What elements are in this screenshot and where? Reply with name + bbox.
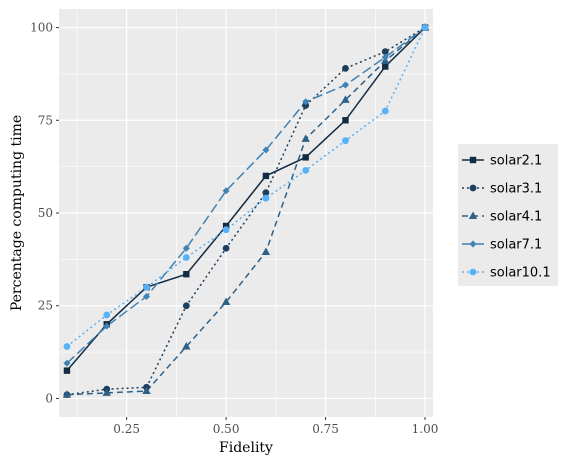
data-point-solar10-1 [143,283,150,291]
data-point-solar3-1 [182,302,190,310]
data-point-solar7-1 [222,187,230,195]
data-point-solar10-1 [63,343,71,350]
data-point-solar3-1 [262,189,270,197]
data-point-solar2-1 [63,367,71,374]
legend-key-marker [469,156,477,164]
series-line-solar10-1 [66,27,426,348]
data-point-solar10-1 [182,254,190,261]
series-line-solar7-1 [66,26,426,364]
x-tick-label: 0.75 [312,422,339,436]
legend-label: solar2.1 [490,154,542,169]
data-point-solar4-1 [261,247,271,255]
data-point-solar7-1 [143,292,151,300]
data-point-solar10-1 [381,107,389,115]
legend-label: solar7.1 [490,238,542,253]
data-point-solar3-1 [302,102,310,109]
data-point-solar4-1 [221,297,231,306]
y-axis-title: Percentage computing time [9,115,25,311]
x-axis-ticks: 0.25 0.50 0.75 1.00 [113,417,438,436]
y-tick-label: 100 [30,21,53,35]
data-point-solar7-1 [302,98,310,106]
data-point-solar4-1 [62,390,72,398]
data-point-solar3-1 [222,244,230,252]
data-point-solar7-1 [182,244,190,252]
data-point-solar2-1 [302,154,309,161]
series-line-solar4-1 [66,26,426,396]
data-point-solar4-1 [301,134,310,142]
y-axis-ticks: 0 25 50 75 100 [30,21,59,405]
data-point-solar3-1 [342,64,349,72]
data-point-solar3-1 [381,48,389,56]
y-tick-label: 25 [38,299,53,313]
x-tick-label: 0.25 [113,422,140,436]
legend-label: solar10.1 [490,266,551,281]
legend-key-marker [469,184,477,192]
y-tick-label: 0 [45,391,53,405]
data-point-solar7-1 [341,81,349,89]
data-point-solar7-1 [381,53,389,61]
series-lines [66,26,426,396]
series-markers [62,23,430,399]
x-axis-title: Fidelity [219,440,273,456]
data-point-solar2-1 [382,63,389,70]
x-tick-label: 1.00 [412,422,439,436]
data-point-solar2-1 [222,222,230,230]
x-tick-label: 0.50 [213,422,240,436]
data-point-solar4-1 [182,342,191,350]
data-point-solar4-1 [341,95,350,103]
series-line-solar3-1 [66,26,426,396]
y-tick-label: 50 [38,206,53,220]
data-point-solar10-1 [302,166,310,174]
data-point-solar2-1 [183,271,190,278]
data-point-solar7-1 [63,359,71,367]
data-point-solar4-1 [102,388,111,396]
legend: solar2.1 solar3.1 solar4.1 solar7.1 solar10.… [458,144,558,286]
data-point-solar7-1 [262,146,270,154]
data-point-solar10-1 [342,137,349,145]
data-point-solar10-1 [421,24,429,31]
legend-key-marker [469,268,477,276]
legend-label: solar3.1 [490,182,542,197]
y-tick-label: 75 [38,113,53,127]
data-point-solar10-1 [222,226,230,234]
legend-key-marker [468,211,478,219]
data-point-solar10-1 [262,194,270,202]
legend-label: solar4.1 [490,210,542,225]
data-point-solar7-1 [103,322,111,330]
series-line-solar2-1 [66,27,426,372]
grid [59,9,433,417]
data-point-solar2-1 [262,172,270,180]
data-point-solar10-1 [103,311,111,319]
data-point-solar4-1 [142,386,151,395]
data-point-solar2-1 [342,117,349,124]
legend-key-marker [469,240,477,248]
